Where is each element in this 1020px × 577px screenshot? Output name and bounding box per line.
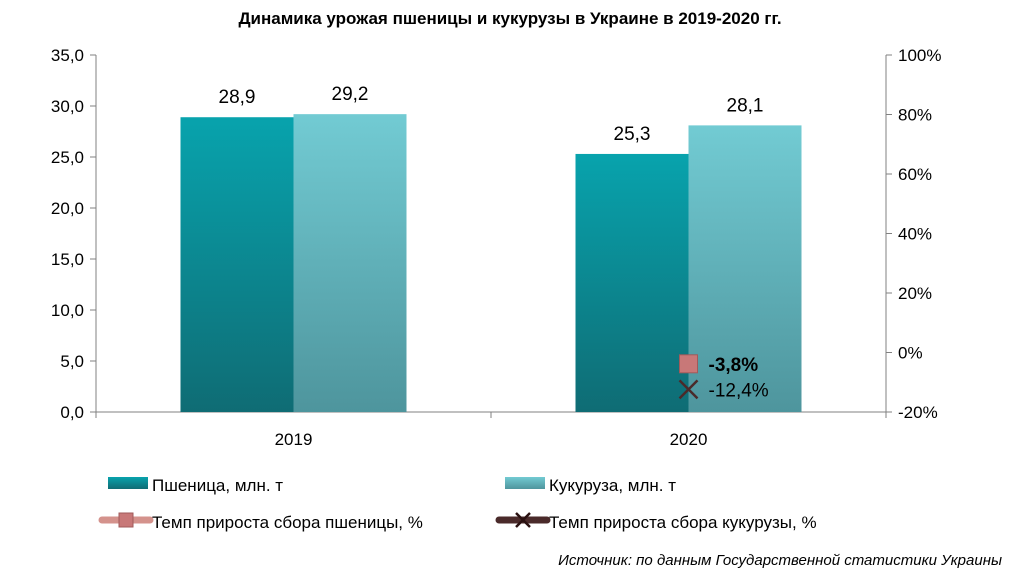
- legend-corn-swatch: [505, 477, 545, 489]
- legend-wheat: Пшеница, млн. т: [108, 476, 283, 495]
- x-tick-label: 2019: [275, 430, 313, 449]
- source-note: Источник: по данным Государственной стат…: [558, 552, 1002, 569]
- legend-wheat-growth: Темп прироста сбора пшеницы, %: [98, 512, 423, 532]
- legend-wheat-growth-label: Темп прироста сбора пшеницы, %: [152, 513, 423, 532]
- growth-data-label: -3,8%: [709, 355, 759, 376]
- bar-wheat-2019: [180, 117, 294, 412]
- right-tick-label: 20%: [898, 284, 932, 303]
- x-tick-label: 2020: [670, 430, 708, 449]
- right-tick-label: -20%: [898, 403, 938, 422]
- bar-data-label: 25,3: [614, 124, 651, 145]
- bars: 28,9 29,2 25,3 28,1: [180, 84, 802, 412]
- legend-wheat-label: Пшеница, млн. т: [152, 476, 283, 495]
- legend-wheat-growth-marker: [118, 512, 134, 528]
- legend-corn-growth-label: Темп прироста сбора кукурузы, %: [549, 513, 817, 532]
- bar-data-label: 28,1: [727, 95, 764, 116]
- left-tick-label: 30,0: [51, 97, 84, 116]
- bar-data-label: 29,2: [332, 84, 369, 105]
- right-tick-label: 80%: [898, 106, 932, 125]
- left-tick-label: 0,0: [60, 403, 84, 422]
- right-tick-label: 40%: [898, 225, 932, 244]
- left-tick-label: 35,0: [51, 46, 84, 65]
- bar-data-label: 28,9: [219, 87, 256, 108]
- legend-wheat-swatch: [108, 477, 148, 489]
- chart-title: Динамика урожая пшеницы и кукурузы в Укр…: [238, 9, 781, 28]
- axes: 0,0 5,0 10,0 15,0 20,0 25,0 30,0 35,0 -20% 0% 20% 4…: [51, 46, 942, 449]
- corn-growth-marker-stroke: [678, 379, 699, 400]
- legend-corn-growth: Темп прироста сбора кукурузы, %: [495, 512, 817, 532]
- legend-corn-label: Кукуруза, млн. т: [549, 476, 676, 495]
- legend-corn: Кукуруза, млн. т: [505, 476, 676, 495]
- right-tick-label: 60%: [898, 165, 932, 184]
- right-tick-label: 100%: [898, 46, 941, 65]
- bar-wheat-2020: [575, 153, 689, 412]
- left-tick-label: 15,0: [51, 250, 84, 269]
- left-tick-label: 25,0: [51, 148, 84, 167]
- corn-growth-marker: [678, 379, 699, 400]
- line-points: -3,8% -12,4%: [678, 354, 769, 401]
- legend-corn-growth-marker: [515, 512, 531, 528]
- wheat-growth-marker: [679, 354, 698, 374]
- left-tick-label: 5,0: [60, 352, 84, 371]
- legend: Пшеница, млн. т Кукуруза, млн. т Темп прир…: [98, 476, 817, 532]
- bar-corn-2019: [293, 114, 407, 412]
- right-tick-label: 0%: [898, 344, 923, 363]
- growth-data-label: -12,4%: [709, 380, 769, 401]
- left-tick-label: 20,0: [51, 199, 84, 218]
- bar-corn-2020: [688, 125, 802, 412]
- left-tick-label: 10,0: [51, 301, 84, 320]
